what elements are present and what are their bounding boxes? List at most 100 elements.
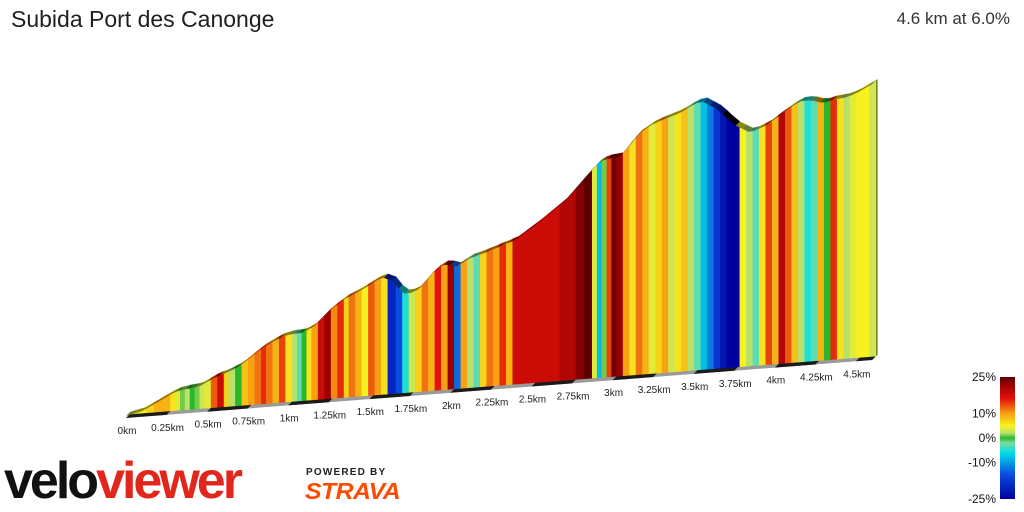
profile-edge-segment xyxy=(351,288,362,296)
profile-edge-segment xyxy=(150,397,163,407)
gradient-strip xyxy=(765,119,773,365)
gradient-strip xyxy=(317,314,325,400)
axis-band-segment xyxy=(369,391,414,400)
profile-edge-segment xyxy=(593,159,603,169)
gradient-strip xyxy=(655,117,663,374)
profile-edge-segment xyxy=(463,254,474,263)
gradient-strip xyxy=(223,368,230,408)
gradient-strip xyxy=(661,114,669,373)
profile-edge-segment xyxy=(531,217,544,228)
profile-edge-segment xyxy=(190,383,200,389)
axis-band-segment xyxy=(612,373,658,381)
profile-edge-segment xyxy=(288,329,298,336)
gradient-strip xyxy=(306,325,312,401)
gradient-strip xyxy=(235,362,243,407)
gradient-strip xyxy=(473,251,481,388)
gradient-strip xyxy=(713,100,721,369)
gradient-strip xyxy=(591,163,598,379)
profile-edge-segment xyxy=(839,93,851,99)
profile-edge-segment xyxy=(651,117,663,126)
x-tick-label: 3km xyxy=(604,388,623,399)
profile-edge-segment xyxy=(683,102,695,111)
gradient-strip xyxy=(772,114,780,365)
x-tick-label: 3.75km xyxy=(719,379,752,390)
x-tick-label: 2.75km xyxy=(557,391,590,402)
profile-edge-segment xyxy=(645,121,656,130)
svg-text:veloviewer: veloviewer xyxy=(4,452,243,510)
gradient-strip xyxy=(830,95,838,360)
axis-band-segment xyxy=(288,398,333,406)
gradient-strip xyxy=(210,373,218,409)
x-tick-label: 2km xyxy=(442,401,461,412)
gradient-strip xyxy=(810,96,819,362)
gradient-strip xyxy=(254,347,262,405)
profile-edge-segment xyxy=(602,154,612,161)
profile-edge-segment xyxy=(443,260,455,265)
gradient-strip xyxy=(543,210,553,383)
gradient-strip xyxy=(784,104,793,364)
gradient-strip xyxy=(447,260,455,390)
legend-scale-label: -25% xyxy=(968,492,996,506)
gradient-strip xyxy=(567,187,577,381)
gradient-strip xyxy=(248,352,256,406)
profile-edge-segment xyxy=(437,260,448,269)
profile-edge-segment xyxy=(482,246,494,254)
profile-edge-segment xyxy=(787,101,799,110)
legend-scale-label: 25% xyxy=(972,370,996,384)
gradient-strip xyxy=(869,79,877,357)
gradient-strip xyxy=(402,284,410,394)
profile-edge-segment xyxy=(670,109,682,117)
gradient-strip xyxy=(285,330,293,403)
veloviewer-logo: veloviewer xyxy=(4,452,246,510)
profile-edge-segment xyxy=(794,97,805,106)
gradient-strip xyxy=(694,98,702,371)
gradient-strip xyxy=(486,246,494,387)
gradient-strip xyxy=(681,106,689,372)
profile-edge-segment xyxy=(658,115,669,122)
profile-edge-segment xyxy=(257,344,267,352)
profile-edge-segment xyxy=(450,260,461,267)
profile-edge-segment xyxy=(207,374,218,382)
legend-scale-label: -10% xyxy=(968,455,996,469)
gradient-strip xyxy=(374,275,382,396)
gradient-strip xyxy=(739,121,747,367)
x-tick-label: 4km xyxy=(766,376,785,387)
profile-edge-segment xyxy=(690,99,701,107)
profile-edge-segment xyxy=(619,146,630,157)
gradient-strip xyxy=(265,339,274,404)
profile-edge-segment xyxy=(200,377,212,386)
gradient-strip xyxy=(421,277,429,392)
axis-band-segment xyxy=(207,404,252,412)
profile-edge-segment xyxy=(213,371,225,379)
profile-edge-segment xyxy=(370,275,382,285)
gradient-strip xyxy=(361,283,369,397)
gradient-strip xyxy=(499,241,507,386)
gradient-strip xyxy=(301,328,308,401)
profile-edge-segment xyxy=(469,251,481,259)
profile-edge-segment xyxy=(126,409,139,416)
logo-velo-text: velo xyxy=(4,452,97,510)
gradient-strip xyxy=(480,249,488,388)
profile-edge-segment xyxy=(186,384,195,390)
profile-edge-segment xyxy=(768,114,779,124)
profile-edge-segment xyxy=(340,294,349,303)
profile-edge-segment xyxy=(572,179,585,193)
gradient-strip xyxy=(217,370,225,408)
profile-edge-segment xyxy=(424,270,435,283)
x-tick-label: 3.25km xyxy=(638,385,671,396)
gradient-strip xyxy=(291,329,298,402)
axis-band-segment xyxy=(531,379,577,387)
gradient-strip xyxy=(862,83,870,358)
gradient-strip xyxy=(606,154,613,378)
profile-edge-segment xyxy=(755,123,766,131)
profile-edge-segment xyxy=(748,126,760,132)
profile-edge-segment xyxy=(417,278,429,290)
gradient-strip xyxy=(726,109,734,368)
profile-edge-segment xyxy=(307,322,319,331)
profile-edge-segment xyxy=(297,328,307,334)
gradient-strip xyxy=(527,223,536,384)
gradient-strip xyxy=(668,112,676,373)
gradient-strip xyxy=(415,285,423,393)
x-tick-label: 4.5km xyxy=(843,369,870,380)
profile-edge-segment xyxy=(430,264,442,275)
